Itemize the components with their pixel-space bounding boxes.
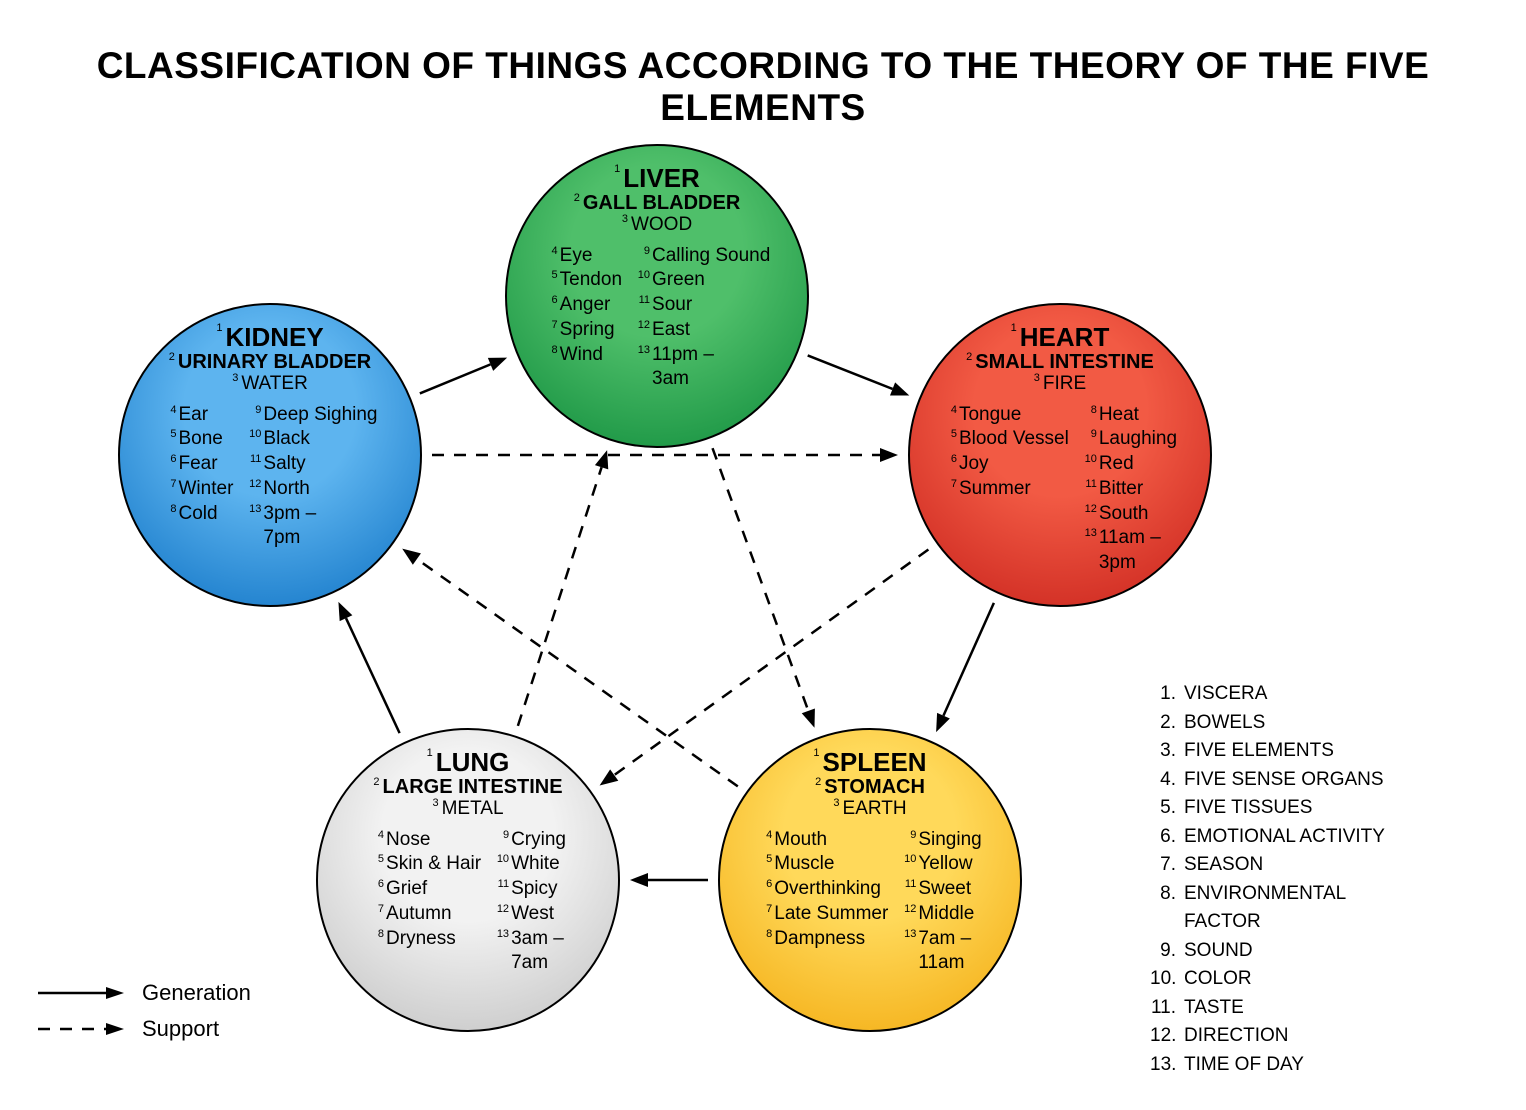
key-legend-item: 4.FIVE SENSE ORGANS — [1150, 766, 1385, 795]
key-legend-item: 6.EMOTIONAL ACTIVITY — [1150, 823, 1385, 852]
arrow-legend: Generation Support — [36, 980, 251, 1052]
key-legend-item: 1.VISCERA — [1150, 680, 1385, 709]
element-spleen: 1SPLEEN2STOMACH3EARTH4Mouth5Muscle6Overt… — [718, 728, 1022, 1032]
key-legend-item: 13.TIME OF DAY — [1150, 1051, 1385, 1080]
arrow-legend-item: Generation — [36, 980, 251, 1006]
five-elements-diagram: CLASSIFICATION OF THINGS ACCORDING TO TH… — [0, 0, 1526, 1110]
key-legend: 1.VISCERA2.BOWELS3.FIVE ELEMENTS4.FIVE S… — [1150, 680, 1385, 1079]
element-kidney: 1KIDNEY2URINARY BLADDER3WATER4Ear5Bone6F… — [118, 303, 422, 607]
element-liver: 1LIVER2GALL BLADDER3WOOD4Eye5Tendon6Ange… — [505, 144, 809, 448]
key-legend-item: 2.BOWELS — [1150, 709, 1385, 738]
key-legend-item: 10.COLOR — [1150, 965, 1385, 994]
key-legend-item: FACTOR — [1150, 908, 1385, 937]
key-legend-item: 5.FIVE TISSUES — [1150, 794, 1385, 823]
key-legend-item: 8.ENVIRONMENTAL — [1150, 880, 1385, 909]
arrow-legend-item: Support — [36, 1016, 251, 1042]
key-legend-item: 7.SEASON — [1150, 851, 1385, 880]
page-title: CLASSIFICATION OF THINGS ACCORDING TO TH… — [0, 45, 1526, 129]
key-legend-item: 11.TASTE — [1150, 994, 1385, 1023]
key-legend-item: 3.FIVE ELEMENTS — [1150, 737, 1385, 766]
key-legend-item: 12.DIRECTION — [1150, 1022, 1385, 1051]
element-lung: 1LUNG2LARGE INTESTINE3METAL4Nose5Skin & … — [316, 728, 620, 1032]
key-legend-item: 9.SOUND — [1150, 937, 1385, 966]
element-heart: 1HEART2SMALL INTESTINE3FIRE4Tongue5Blood… — [908, 303, 1212, 607]
